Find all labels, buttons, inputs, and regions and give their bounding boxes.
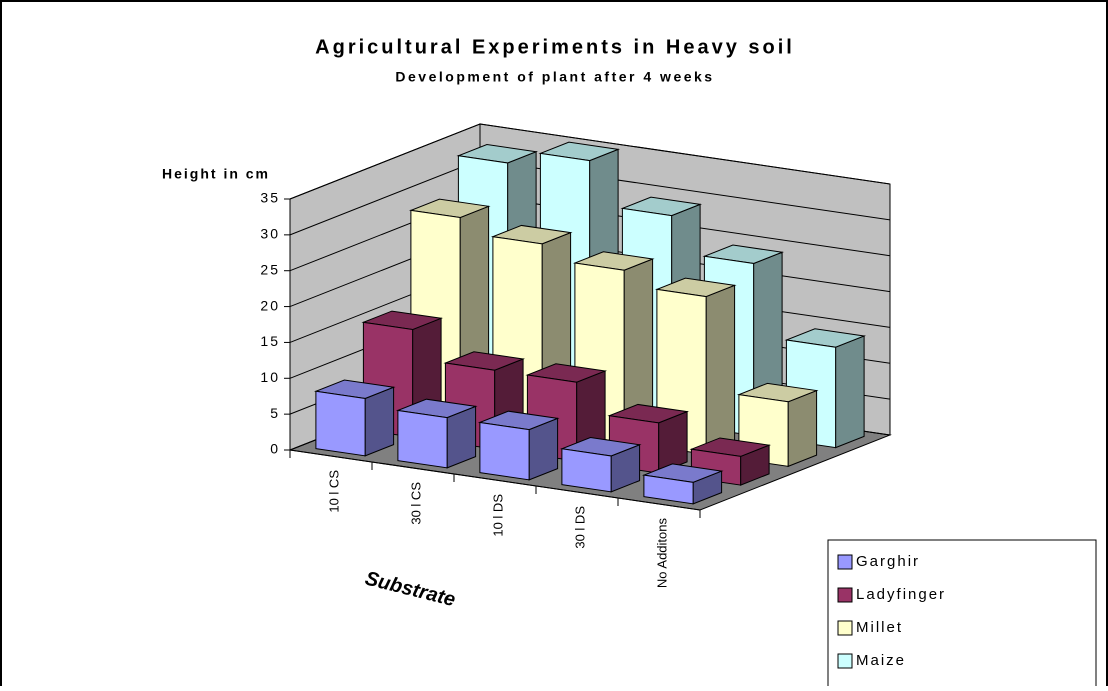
- x-tick-label: 30 l DS: [572, 506, 587, 549]
- bar-front: [643, 474, 694, 505]
- bar-side: [364, 386, 395, 457]
- y-tick-label: 35: [260, 190, 280, 206]
- bar: [395, 398, 478, 469]
- y-axis-label: Height in cm: [162, 166, 270, 182]
- bar-front: [315, 390, 366, 457]
- chart-title: Agricultural Experiments in Heavy soil: [315, 36, 795, 58]
- y-tick-label: 15: [260, 333, 280, 349]
- bar: [313, 379, 396, 457]
- bar-front: [397, 409, 448, 469]
- bar-side: [787, 389, 818, 468]
- bar-side: [835, 335, 865, 449]
- bar-front: [561, 448, 612, 493]
- x-tick-label: 10 l CS: [326, 470, 341, 513]
- bar-side: [705, 284, 736, 456]
- bar: [559, 437, 642, 493]
- chart-subtitle: Development of plant after 4 weeks: [395, 69, 714, 85]
- y-tick-label: 0: [270, 441, 280, 457]
- y-tick-label: 5: [270, 405, 280, 421]
- y-tick-label: 20: [260, 297, 280, 313]
- y-tick-label: 25: [260, 261, 280, 277]
- y-tick-label: 10: [260, 369, 280, 385]
- legend-label: Maize: [856, 652, 906, 669]
- bar-front: [479, 421, 530, 481]
- legend-swatch: [837, 554, 853, 570]
- legend-swatch: [837, 587, 853, 603]
- x-tick-label: 10 l DS: [490, 494, 505, 537]
- y-tick-label: 30: [260, 226, 280, 242]
- x-axis: [289, 449, 701, 511]
- legend: Garghir Ladyfinger Millet Maize: [827, 539, 1097, 689]
- legend-label: Ladyfinger: [856, 586, 946, 603]
- grid-line: [289, 123, 891, 200]
- legend-box: [827, 539, 1097, 689]
- plot-area: 0 5 10 15 20 25 30 35 10 l CS 30 l CS 10 l DS 30 l …: [260, 123, 892, 589]
- legend-label: Garghir: [856, 553, 920, 570]
- legend-label: Millet: [856, 619, 903, 636]
- bar: [641, 463, 724, 505]
- legend-swatch: [837, 620, 853, 636]
- bar: [689, 437, 772, 486]
- x-tick-label: 30 l CS: [408, 482, 423, 525]
- x-tick-label: No Additons: [654, 518, 669, 589]
- legend-swatch: [837, 653, 853, 669]
- bar: [477, 410, 560, 481]
